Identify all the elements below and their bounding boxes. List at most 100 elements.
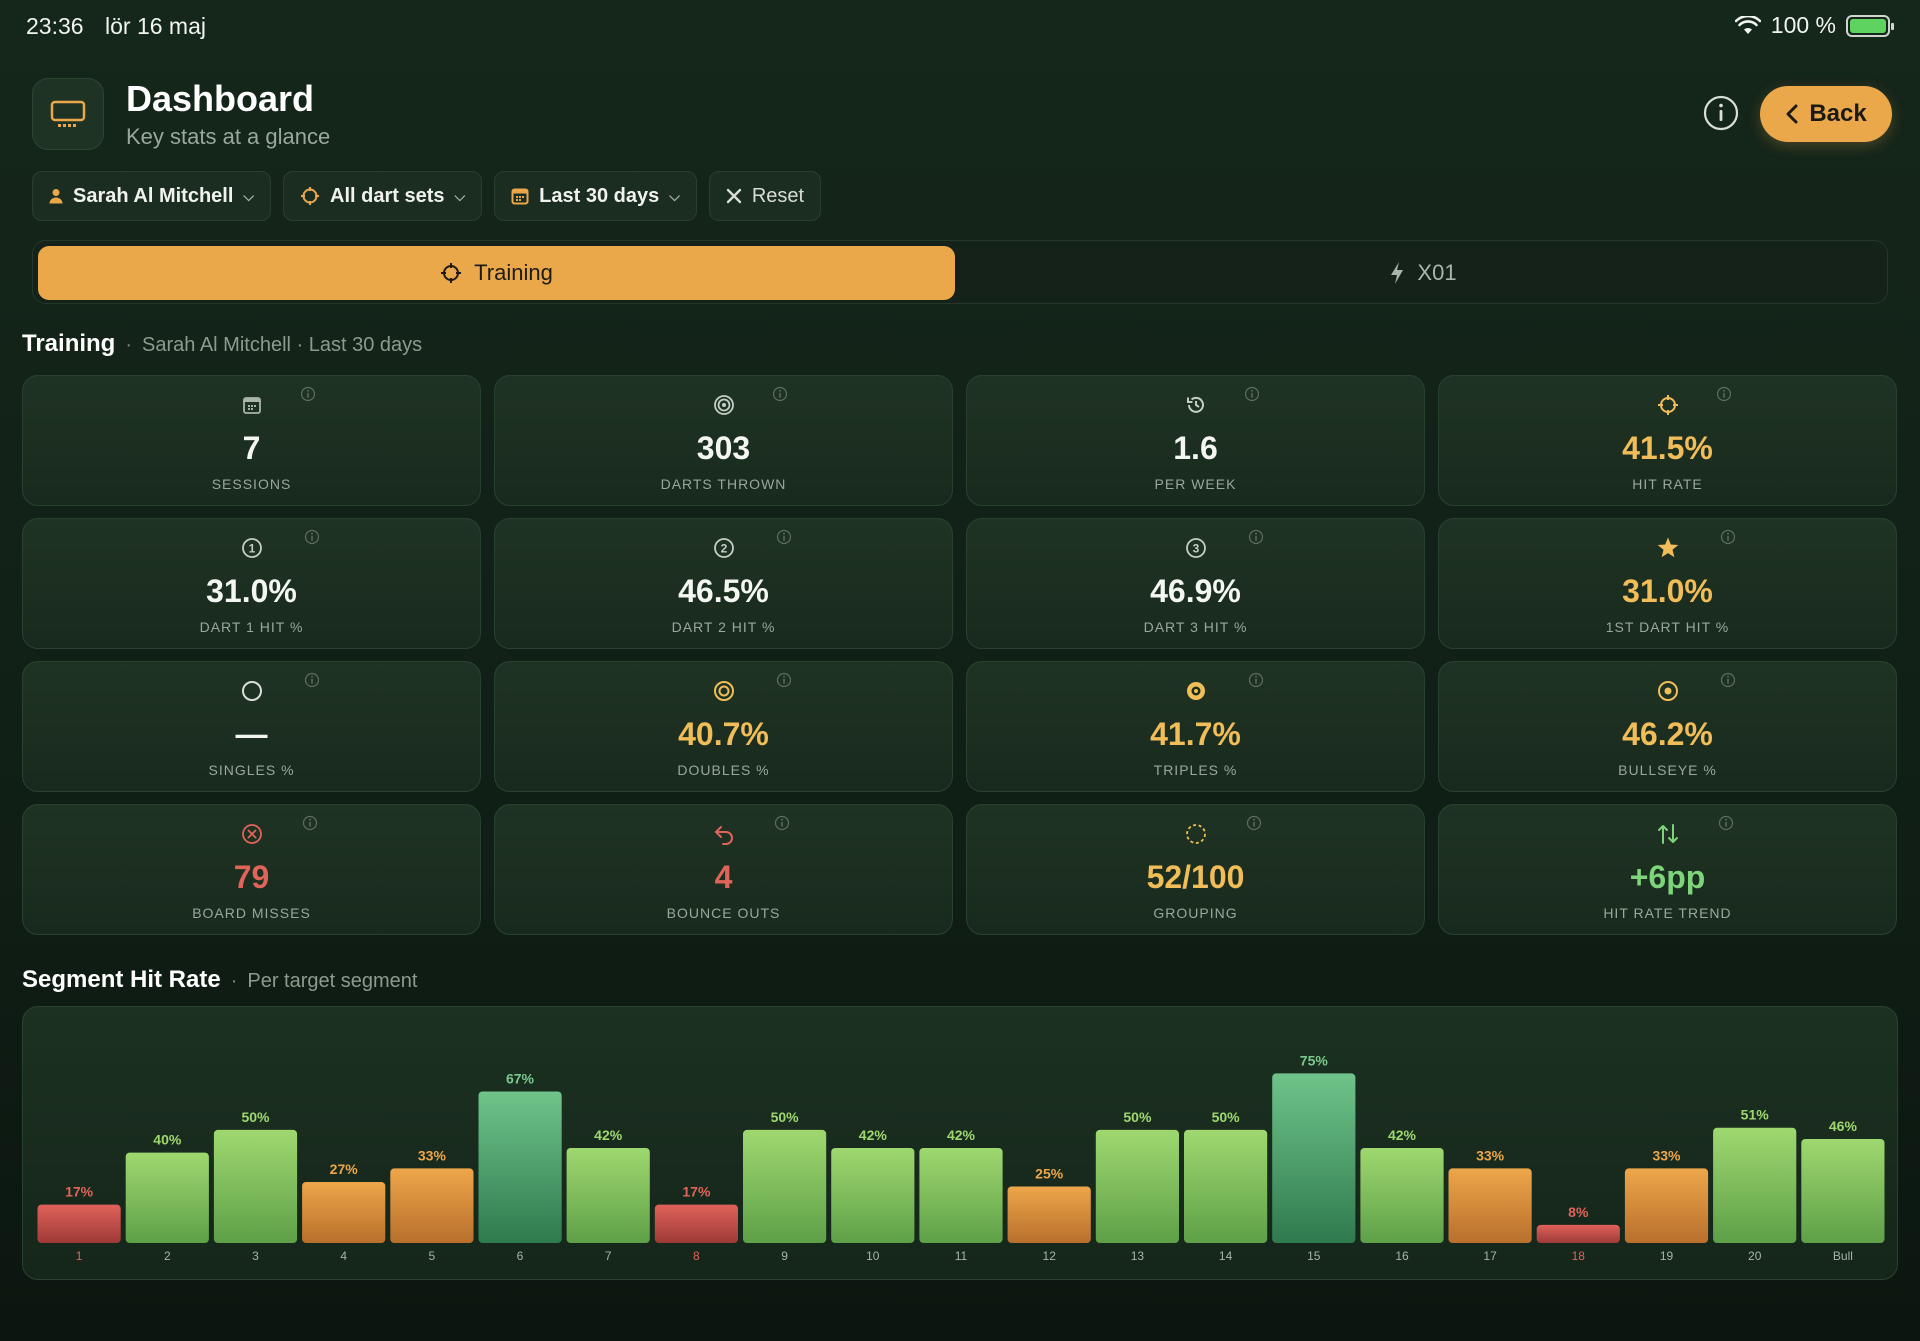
info-icon[interactable] — [776, 529, 792, 545]
stat-card: 41.5% HIT RATE — [1438, 375, 1897, 506]
tab-training[interactable]: Training — [38, 246, 955, 300]
triple-ring-icon — [1183, 678, 1209, 704]
bar-segment-8 — [654, 1204, 738, 1243]
info-icon[interactable] — [772, 386, 788, 402]
stat-value: 79 — [233, 859, 270, 895]
status-time: 23:36 — [26, 13, 84, 39]
chevron-left-icon — [1786, 104, 1798, 124]
stat-value: 41.7% — [1150, 716, 1241, 752]
bar-segment-9 — [743, 1129, 827, 1243]
stat-label: GROUPING — [1153, 905, 1238, 921]
stat-value: 1.6 — [1173, 430, 1218, 466]
bar-segment-2 — [125, 1152, 209, 1243]
bar-value-label: 51% — [1741, 1107, 1770, 1123]
period-filter[interactable]: Last 30 days ⌵ — [494, 171, 697, 221]
stat-card: 41.7% TRIPLES % — [966, 661, 1425, 792]
calendar-icon — [239, 392, 265, 418]
x-tick-label: 17 — [1483, 1249, 1497, 1263]
stat-card: 7 SESSIONS — [22, 375, 481, 506]
svg-text:1: 1 — [248, 542, 255, 556]
training-section-separator: · — [125, 334, 133, 356]
x-tick-label: 8 — [693, 1249, 700, 1263]
stat-label: DART 2 HIT % — [671, 619, 776, 635]
player-filter-label: Sarah Al Mitchell — [73, 184, 234, 207]
info-icon[interactable] — [1720, 529, 1736, 545]
stat-value: +6pp — [1629, 859, 1706, 895]
stat-value: 46.5% — [678, 573, 769, 609]
stat-value: 31.0% — [206, 573, 297, 609]
x-tick-label: 5 — [429, 1249, 436, 1263]
battery-icon — [1846, 14, 1894, 37]
status-bar: 23:36 lör 16 maj 100 % — [0, 0, 1920, 52]
stat-label: BOUNCE OUTS — [666, 905, 781, 921]
info-icon[interactable] — [1248, 529, 1264, 545]
stat-label: TRIPLES % — [1153, 762, 1238, 778]
x-tick-label: 9 — [781, 1249, 788, 1263]
player-filter[interactable]: Sarah Al Mitchell ⌵ — [32, 171, 272, 221]
circle-one-icon: 1 — [239, 535, 265, 561]
up-down-arrows-icon — [1655, 821, 1681, 847]
info-icon[interactable] — [304, 529, 320, 545]
reset-button[interactable]: Reset — [708, 171, 822, 221]
info-icon[interactable] — [1246, 815, 1262, 831]
dashed-circle-icon — [1183, 821, 1209, 847]
tab-x01-label: X01 — [1417, 260, 1457, 285]
segment-section-separator: · — [230, 970, 238, 992]
history-icon — [1183, 392, 1209, 418]
info-icon[interactable] — [300, 386, 316, 402]
training-section-subtitle: Sarah Al Mitchell · Last 30 days — [142, 334, 423, 356]
stat-value: 46.9% — [1150, 573, 1241, 609]
stat-label: DARTS THROWN — [660, 476, 787, 492]
x-tick-label: Bull — [1833, 1249, 1853, 1263]
segment-chart-svg: 17% 1 40% 2 50% 3 27% 4 33% 5 67% 6 42% 7 17% 8 50% 9 42% 1… — [37, 1052, 1885, 1263]
svg-text:2: 2 — [720, 542, 727, 556]
stat-value: 303 — [696, 430, 751, 466]
star-icon — [1655, 535, 1681, 561]
bar-value-label: 42% — [859, 1127, 888, 1143]
stat-value: 7 — [242, 430, 261, 466]
info-icon[interactable] — [302, 815, 318, 831]
bar-segment-19 — [1624, 1168, 1709, 1243]
bullseye-icon — [1655, 678, 1681, 704]
tab-x01[interactable]: X01 — [963, 246, 1883, 300]
x-tick-label: 11 — [955, 1249, 968, 1263]
stat-card: 3 46.9% DART 3 HIT % — [966, 518, 1425, 649]
dart-set-filter[interactable]: All dart sets ⌵ — [283, 171, 483, 221]
back-button[interactable]: Back — [1760, 86, 1892, 142]
info-icon[interactable] — [1718, 815, 1734, 831]
bar-segment-20 — [1713, 1127, 1797, 1243]
segment-section-header: Segment Hit Rate · Per target segment — [22, 966, 417, 994]
info-icon[interactable] — [304, 672, 320, 688]
bar-segment-12 — [1007, 1186, 1091, 1243]
bar-value-label: 50% — [241, 1109, 270, 1125]
x-tick-label: 1 — [76, 1249, 83, 1263]
x-tick-label: 18 — [1572, 1249, 1586, 1263]
bar-value-label: 33% — [418, 1147, 447, 1163]
x-tick-label: 12 — [1043, 1249, 1057, 1263]
crosshair-icon — [1655, 392, 1681, 418]
bar-value-label: 25% — [1035, 1166, 1064, 1182]
bar-value-label: 67% — [506, 1071, 535, 1087]
x-tick-label: 13 — [1131, 1249, 1145, 1263]
display-icon — [32, 78, 104, 150]
bar-segment-10 — [831, 1148, 915, 1243]
stat-label: SESSIONS — [211, 476, 292, 492]
close-icon — [726, 188, 742, 204]
info-icon[interactable] — [1702, 94, 1740, 132]
stat-value: 4 — [714, 859, 733, 895]
bar-segment-7 — [566, 1148, 650, 1243]
info-icon[interactable] — [774, 815, 790, 831]
target-icon — [711, 392, 737, 418]
person-icon — [49, 189, 63, 204]
status-date: lör 16 maj — [105, 13, 206, 39]
info-icon[interactable] — [1716, 386, 1732, 402]
bar-segment-4 — [302, 1182, 386, 1243]
info-icon[interactable] — [1244, 386, 1260, 402]
stat-card: 52/100 GROUPING — [966, 804, 1425, 935]
bar-value-label: 42% — [594, 1127, 623, 1143]
info-icon[interactable] — [1248, 672, 1264, 688]
stat-card: 79 BOARD MISSES — [22, 804, 481, 935]
info-icon[interactable] — [776, 672, 792, 688]
stat-value: 52/100 — [1146, 859, 1245, 895]
info-icon[interactable] — [1720, 672, 1736, 688]
